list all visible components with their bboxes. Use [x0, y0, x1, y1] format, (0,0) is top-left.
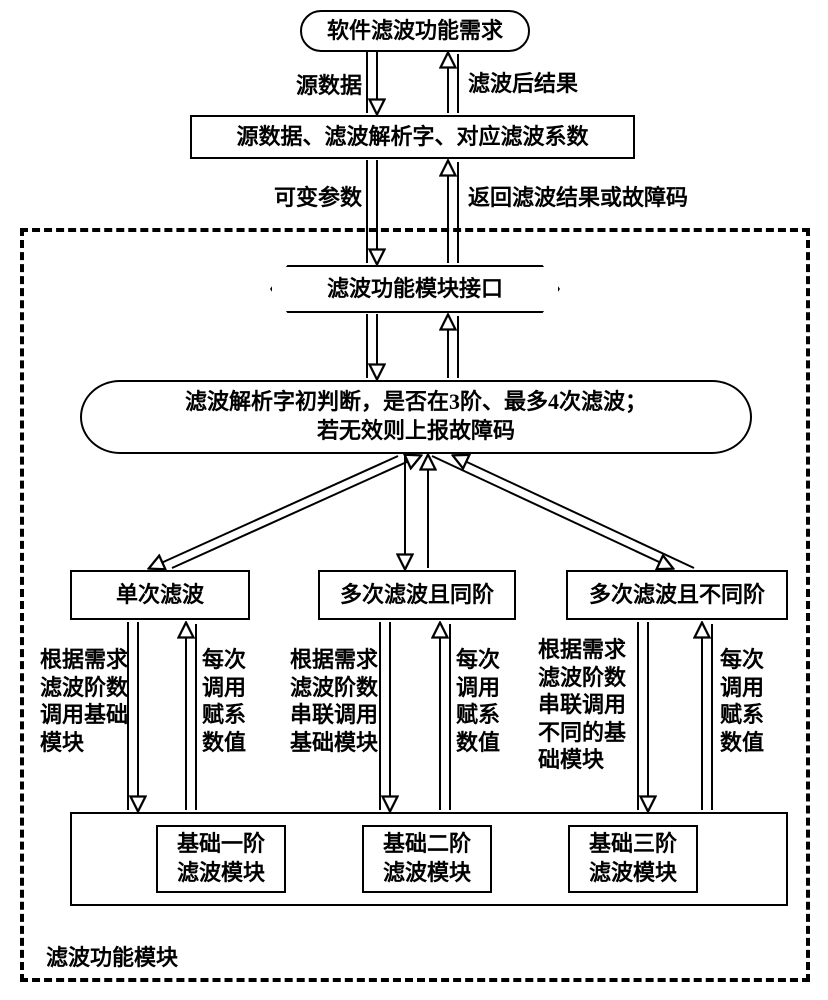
arrows-layer — [0, 0, 828, 1000]
